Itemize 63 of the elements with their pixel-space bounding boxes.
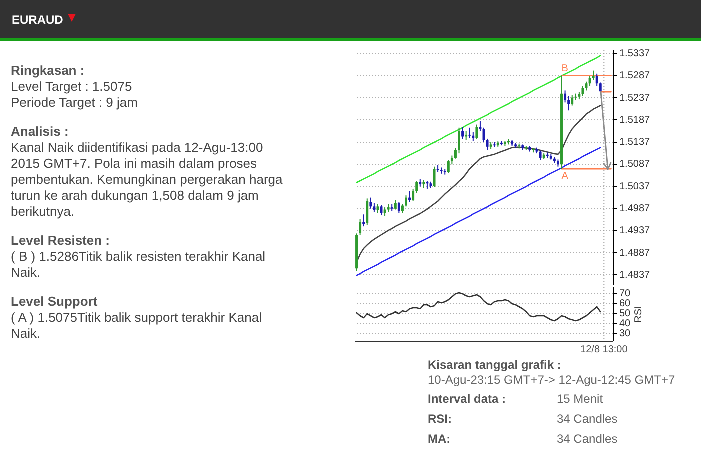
text: RSI:: [428, 412, 452, 427]
text: 34 Candles: [557, 412, 618, 427]
y-tick-label: 40: [620, 318, 632, 330]
candlestick: [592, 70, 595, 81]
text: Interval data :: [428, 392, 506, 407]
y-tick-label: 1.5037: [620, 181, 651, 192]
y-tick-label: 1.5137: [620, 137, 651, 148]
candlestick: [486, 138, 489, 151]
y-tick-label: 70: [620, 288, 632, 300]
y-tick-label: 1.5187: [620, 114, 651, 126]
candlestick: [408, 190, 412, 203]
text: Level Target : 1.5075: [11, 79, 132, 95]
candlestick: [398, 202, 400, 214]
text: Level Resisten :: [11, 233, 110, 249]
y-tick-label: 30: [620, 328, 632, 340]
text: Kanal Naik diidentifikasi pada 12-Agu-13:00 2015 GMT+7. Pola ini masih dalam proses pembentukan. Kemungkinan pergerakan harga turun ke arah dukungan 1,508 dalam 9 jam berikutnya.: [11, 140, 284, 220]
candlestick: [458, 127, 460, 154]
candlestick: [433, 166, 436, 188]
y-axis-title: RSI: [634, 306, 645, 323]
candlestick: [476, 124, 478, 140]
text: Periode Target : 9 jam: [11, 95, 138, 111]
candlestick: [447, 160, 450, 174]
candlestick: [468, 127, 472, 139]
text: ( B ) 1.5286Titik balik resisten terakhir Kanal Naik.: [11, 249, 267, 281]
line-series: [356, 292, 602, 322]
y-tick-label: 60: [620, 298, 632, 310]
text: Kisaran tanggal grafik :: [428, 358, 562, 373]
text: Analisis :: [11, 124, 69, 140]
text: 10-Agu-23:15 GMT+7-> 12-Agu-12:45 GMT+7: [428, 373, 676, 388]
text: MA:: [428, 432, 451, 447]
candlestick: [394, 200, 397, 210]
candlestick: [362, 214, 366, 228]
candlestick: [582, 86, 584, 97]
line-series: [356, 147, 602, 276]
text: EURAUD: [12, 13, 64, 27]
candlestick: [479, 120, 482, 132]
candlestick: [405, 195, 408, 208]
series-label: B: [562, 64, 569, 75]
y-tick-label: 1.5087: [620, 159, 651, 170]
candlestick: [359, 218, 362, 236]
x-tick-label: 12/8 13:00: [580, 344, 628, 356]
candlestick: [462, 126, 464, 140]
candlestick: [366, 198, 369, 226]
y-tick-label: 1.5287: [620, 70, 651, 82]
text: ( A ) 1.5075Titik balik support terakhir Kanal Naik.: [11, 310, 263, 342]
text: Ringkasan :: [11, 63, 85, 79]
y-tick-label: 1.4887: [620, 248, 651, 259]
y-tick-label: 50: [620, 308, 632, 320]
y-tick-label: 1.5337: [620, 48, 651, 60]
candlestick: [370, 197, 372, 210]
y-tick-label: 1.4987: [620, 203, 651, 214]
candlestick: [564, 90, 567, 104]
candlestick: [454, 148, 457, 160]
candlestick: [571, 94, 574, 106]
y-tick-label: 1.5237: [620, 92, 651, 104]
text: Level Support: [11, 294, 98, 310]
candlestick: [539, 150, 542, 161]
y-tick-label: 1.4937: [620, 226, 651, 237]
y-tick-label: 1.4837: [620, 270, 651, 281]
text: 15 Menit: [557, 392, 604, 407]
series-label: A: [562, 171, 569, 182]
text: 34 Candles: [557, 432, 618, 447]
line-series: [356, 55, 602, 184]
